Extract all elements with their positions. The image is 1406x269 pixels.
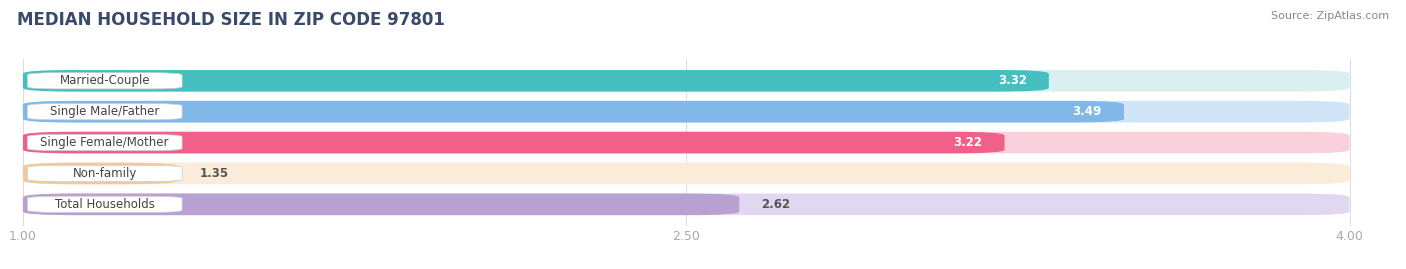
FancyBboxPatch shape [22, 163, 1350, 184]
Text: 3.49: 3.49 [1073, 105, 1102, 118]
FancyBboxPatch shape [22, 132, 1350, 153]
FancyBboxPatch shape [22, 193, 740, 215]
FancyBboxPatch shape [22, 101, 1350, 122]
Text: Single Male/Father: Single Male/Father [51, 105, 159, 118]
FancyBboxPatch shape [27, 73, 183, 89]
FancyBboxPatch shape [27, 165, 183, 182]
Text: Total Households: Total Households [55, 198, 155, 211]
FancyBboxPatch shape [27, 104, 183, 120]
Text: MEDIAN HOUSEHOLD SIZE IN ZIP CODE 97801: MEDIAN HOUSEHOLD SIZE IN ZIP CODE 97801 [17, 11, 444, 29]
FancyBboxPatch shape [22, 70, 1049, 92]
FancyBboxPatch shape [27, 134, 183, 151]
FancyBboxPatch shape [22, 101, 1123, 122]
Text: Married-Couple: Married-Couple [59, 74, 150, 87]
FancyBboxPatch shape [27, 196, 183, 213]
Text: 3.32: 3.32 [998, 74, 1026, 87]
Text: Single Female/Mother: Single Female/Mother [41, 136, 169, 149]
FancyBboxPatch shape [22, 193, 1350, 215]
FancyBboxPatch shape [22, 132, 1005, 153]
FancyBboxPatch shape [22, 70, 1350, 92]
FancyBboxPatch shape [22, 163, 177, 184]
Text: 1.35: 1.35 [200, 167, 229, 180]
Text: Non-family: Non-family [73, 167, 136, 180]
Text: Source: ZipAtlas.com: Source: ZipAtlas.com [1271, 11, 1389, 21]
Text: 3.22: 3.22 [953, 136, 983, 149]
Text: 2.62: 2.62 [762, 198, 790, 211]
